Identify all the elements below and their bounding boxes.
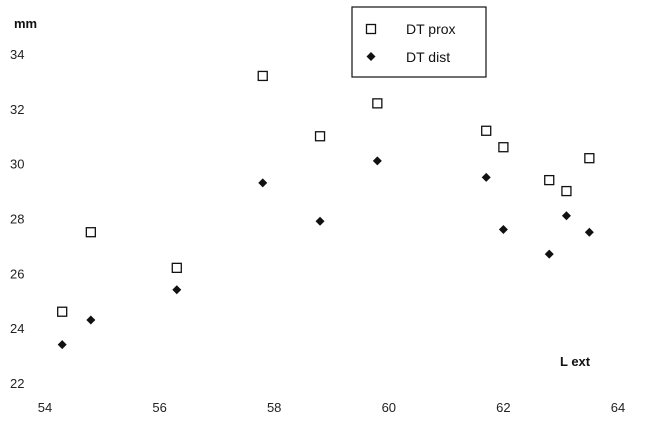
- point-dt-prox: [561, 185, 572, 197]
- legend-marker-dt-dist: [366, 52, 376, 61]
- x-tick-label: 56: [152, 400, 166, 415]
- legend-marker-dt-prox: [365, 23, 377, 35]
- point-dt-dist: [57, 340, 67, 350]
- legend: DT prox DT dist: [351, 6, 487, 78]
- point-dt-prox: [498, 142, 509, 153]
- x-tick-label: 54: [38, 400, 52, 415]
- x-tick-label: 58: [267, 400, 281, 415]
- point-dt-dist: [372, 156, 382, 166]
- point-dt-prox: [57, 306, 68, 317]
- point-dt-dist: [498, 224, 508, 234]
- point-dt-dist: [481, 172, 491, 182]
- x-tick-label: 60: [382, 400, 396, 415]
- point-dt-dist: [584, 227, 594, 237]
- point-dt-prox: [481, 125, 492, 136]
- y-tick-label: 26: [10, 266, 24, 281]
- point-dt-dist: [172, 285, 182, 295]
- y-tick-label: 34: [10, 47, 24, 62]
- legend-box: [351, 6, 487, 78]
- point-dt-dist: [86, 315, 96, 325]
- point-dt-prox: [257, 70, 268, 82]
- point-dt-prox: [584, 153, 595, 164]
- x-axis-title: L ext: [560, 354, 591, 369]
- data-points: [57, 70, 595, 350]
- legend-label-dt-dist: DT dist: [406, 49, 450, 65]
- legend-label-dt-prox: DT prox: [406, 21, 456, 37]
- point-dt-dist: [258, 178, 268, 188]
- y-tick-label: 22: [10, 376, 24, 391]
- y-tick-label: 32: [10, 102, 24, 117]
- point-dt-prox: [544, 174, 555, 186]
- y-tick-label: 28: [10, 212, 24, 227]
- point-dt-dist: [544, 249, 554, 259]
- point-dt-prox: [171, 262, 182, 274]
- point-dt-dist: [315, 216, 325, 226]
- point-dt-dist: [561, 211, 571, 221]
- point-dt-prox: [372, 98, 383, 109]
- y-axis-title: mm: [14, 16, 37, 31]
- y-tick-labels: 22 24 26 28 30 32 34: [10, 47, 24, 391]
- x-tick-label: 64: [611, 400, 625, 415]
- point-dt-prox: [314, 131, 326, 142]
- y-tick-label: 24: [10, 321, 24, 336]
- point-dt-prox: [85, 227, 96, 238]
- x-tick-label: 62: [496, 400, 510, 415]
- x-tick-labels: 54 56 58 60 62 64: [38, 400, 625, 415]
- y-tick-label: 30: [10, 157, 24, 172]
